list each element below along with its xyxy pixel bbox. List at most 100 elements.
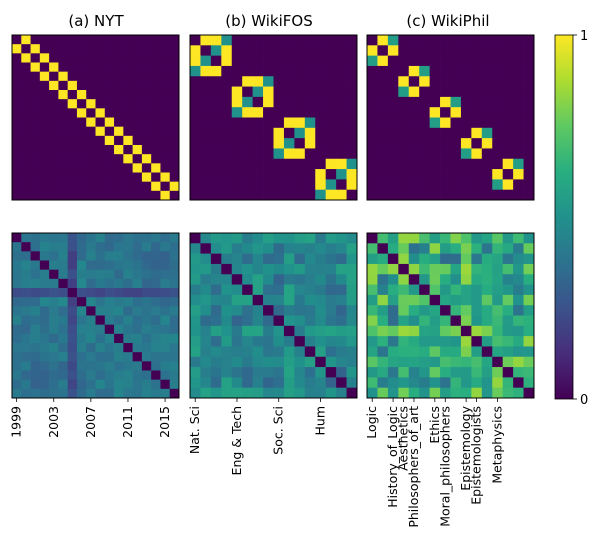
heatmap-cell [58, 135, 69, 146]
heatmap-cell [387, 127, 399, 139]
heatmap-cell [12, 71, 22, 82]
heatmap-cell [502, 76, 514, 87]
heatmap-cell [263, 294, 274, 306]
heatmap-cell [76, 108, 87, 118]
heatmap-cell [325, 107, 337, 118]
heatmap-cell [190, 336, 201, 347]
heatmap-cell [304, 65, 316, 77]
heatmap-cell [481, 253, 493, 265]
heatmap-cell [294, 233, 306, 244]
x-tick-label: Epistemology [458, 405, 473, 490]
heatmap-cell [30, 388, 41, 399]
heatmap-cell [242, 346, 253, 358]
heatmap-cell [471, 189, 483, 201]
heatmap-cell [190, 55, 201, 67]
heatmap-cell [481, 169, 493, 180]
heatmap-cell [39, 172, 50, 183]
heatmap-cell [440, 233, 451, 244]
heatmap-cell [252, 138, 264, 149]
heatmap-cell [429, 169, 441, 180]
heatmap-cell [221, 96, 233, 108]
heatmap-cell [210, 179, 222, 191]
heatmap-cell [30, 352, 41, 362]
heatmap-cell [114, 62, 124, 73]
heatmap-cell [160, 361, 171, 371]
heatmap-cell [21, 278, 31, 289]
heatmap-cell [294, 107, 306, 118]
heatmap-cell [123, 190, 133, 201]
heatmap-cell [492, 189, 504, 201]
heatmap-cell [210, 189, 222, 201]
heatmap-cell [513, 179, 524, 191]
heatmap-cell [200, 45, 212, 56]
heatmap-cell [76, 53, 87, 63]
heatmap-cell [387, 117, 399, 129]
heatmap-cell [12, 99, 22, 109]
heatmap-frame [11, 232, 180, 399]
heatmap-cell [346, 284, 358, 296]
heatmap-cell [460, 35, 472, 46]
heatmap-cell [523, 294, 535, 306]
heatmap-cell [30, 126, 41, 137]
heatmap-cell [132, 333, 143, 344]
heatmap-cell [429, 387, 441, 399]
heatmap-cell [86, 35, 96, 45]
heatmap-cell [21, 163, 31, 173]
heatmap-cell [21, 233, 31, 243]
heatmap-cell [513, 169, 524, 180]
heatmap-cell [242, 45, 253, 56]
heatmap-cell [481, 263, 493, 275]
heatmap-cell [151, 172, 161, 183]
heatmap-cell [132, 35, 143, 45]
heatmap-cell [513, 243, 524, 254]
heatmap-cell [346, 325, 358, 337]
heatmap-cell [169, 44, 180, 54]
heatmap-cell [398, 284, 410, 296]
heatmap-cell [221, 336, 233, 347]
heatmap-cell [151, 35, 161, 45]
heatmap-cell [210, 107, 222, 118]
heatmap-cell [104, 260, 115, 271]
heatmap-cell [450, 117, 462, 129]
heatmap-cell [273, 284, 285, 296]
heatmap-cell [200, 148, 212, 160]
heatmap-cell [315, 148, 327, 160]
heatmap-cell [492, 377, 504, 389]
heatmap-cell [86, 145, 96, 155]
heatmap-cell [408, 169, 420, 180]
heatmap-cell [210, 377, 222, 389]
heatmap-cell [377, 35, 389, 46]
heatmap-cell [481, 189, 493, 201]
heatmap-cell [95, 190, 106, 201]
heatmap-cell [231, 148, 243, 160]
heatmap-cell [242, 387, 253, 399]
heatmap-cell [242, 169, 253, 180]
heatmap-cell [104, 145, 115, 155]
heatmap-cell [58, 108, 69, 118]
heatmap-cell [398, 55, 410, 67]
x-tick-label: Ethics [427, 406, 442, 444]
heatmap-cell [242, 138, 253, 149]
heatmap-cell [429, 76, 441, 87]
heatmap-cell [502, 243, 514, 254]
heatmap-cell [523, 138, 535, 149]
heatmap-cell [346, 367, 358, 378]
heatmap-cell [39, 288, 50, 298]
heatmap-cell [481, 127, 493, 139]
heatmap-cell [210, 325, 222, 337]
heatmap-cell [367, 274, 378, 285]
heatmap-cell [377, 305, 389, 316]
heatmap-cell [169, 99, 180, 109]
heatmap-cell [114, 154, 124, 164]
panel-title-wikiphil: (c) WikiPhil [406, 12, 489, 30]
heatmap-cell [160, 90, 171, 100]
heatmap-cell [49, 172, 59, 183]
heatmap-cell [231, 356, 243, 368]
heatmap-cell [481, 336, 493, 347]
heatmap-cell [160, 251, 171, 261]
heatmap-cell [190, 253, 201, 265]
heatmap-cell [123, 53, 133, 63]
heatmap-cell [471, 138, 483, 149]
heatmap-cell [12, 163, 22, 173]
heatmap-cell [123, 163, 133, 173]
